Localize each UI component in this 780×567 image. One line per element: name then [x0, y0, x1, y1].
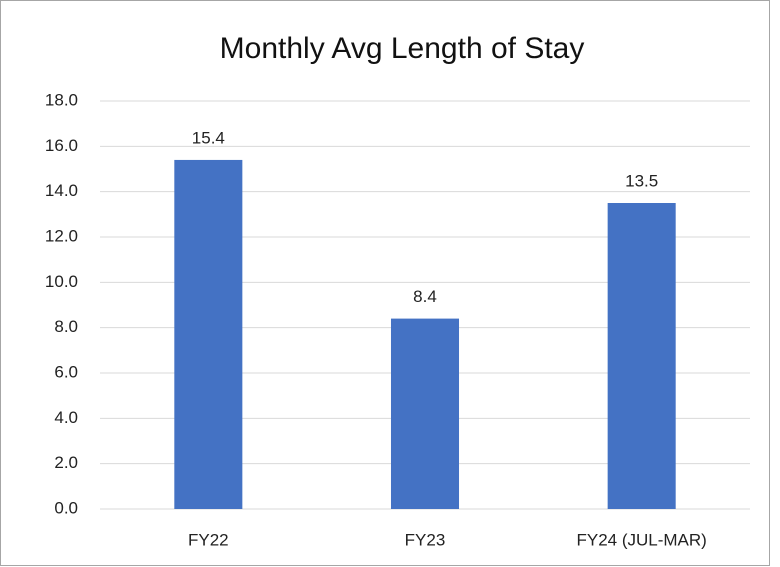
y-tick-label: 16.0: [45, 136, 78, 155]
data-label: 15.4: [192, 128, 225, 147]
y-tick-label: 8.0: [54, 317, 78, 336]
y-tick-label: 14.0: [45, 181, 78, 200]
chart-title: Monthly Avg Length of Stay: [220, 32, 585, 65]
y-tick-label: 10.0: [45, 272, 78, 291]
data-label: 8.4: [413, 287, 437, 306]
x-tick-label: FY23: [405, 530, 446, 549]
x-tick-label: FY22: [188, 530, 229, 549]
y-tick-label: 0.0: [54, 498, 78, 517]
y-tick-label: 2.0: [54, 453, 78, 472]
y-tick-label: 4.0: [54, 408, 78, 427]
y-tick-label: 18.0: [45, 90, 78, 109]
y-tick-label: 6.0: [54, 362, 78, 381]
bar: [174, 159, 243, 509]
data-label: 13.5: [625, 171, 658, 190]
x-tick-label: FY24 (JUL-MAR): [576, 530, 706, 549]
bar: [390, 318, 460, 509]
bar: [607, 203, 676, 509]
y-tick-label: 12.0: [45, 226, 78, 245]
